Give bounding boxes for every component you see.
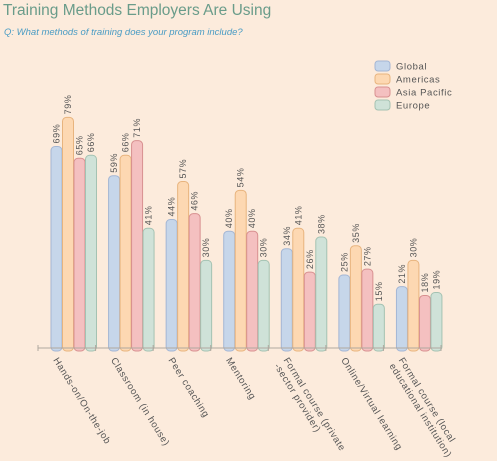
value-label-global-classroom-in-house: 59% xyxy=(109,153,119,173)
value-label-americas-formal-course-local-educational-institution: 30% xyxy=(408,238,418,258)
value-label-europe-formal-course-local-educational-institution: 19% xyxy=(431,270,441,290)
legend-swatch-americas xyxy=(374,73,391,85)
bar-global-mentoring xyxy=(223,230,236,352)
bar-asia-pacific-formal-course-local-educational-institution xyxy=(418,294,431,352)
category-label-mentoring: Mentoring xyxy=(223,356,258,402)
bar-asia-pacific-classroom-in-house xyxy=(131,140,144,352)
bar-global-peer-coaching xyxy=(165,219,178,352)
value-label-americas-peer-coaching: 57% xyxy=(178,159,188,179)
bar-asia-pacific-hands-on-on-the-job xyxy=(73,157,86,352)
legend: Global Americas Asia Pacific Europe xyxy=(374,60,452,112)
bar-americas-hands-on-on-the-job xyxy=(62,116,74,352)
bar-americas-formal-course-private-sector-provider xyxy=(292,227,305,352)
category-label-hands-on-on-the-job: Hands-on/On-the-job xyxy=(50,356,112,447)
value-label-global-formal-course-local-educational-institution: 21% xyxy=(397,264,407,284)
bar-asia-pacific-mentoring xyxy=(246,230,259,352)
bar-americas-mentoring xyxy=(234,189,247,352)
legend-label-asia-pacific: Asia Pacific xyxy=(396,88,452,99)
legend-swatch-global xyxy=(374,60,391,72)
bar-europe-formal-course-private-sector-provider xyxy=(315,236,328,352)
bars-group xyxy=(50,116,443,352)
value-label-europe-formal-course-private-sector-provider: 38% xyxy=(316,214,326,234)
bar-global-formal-course-private-sector-provider xyxy=(280,248,293,352)
value-label-americas-formal-course-private-sector-provider: 41% xyxy=(293,205,303,225)
category-label-line: Formal course (private xyxy=(281,356,348,454)
bar-americas-peer-coaching xyxy=(177,181,190,352)
legend-swatch-europe xyxy=(374,99,391,111)
bar-europe-hands-on-on-the-job xyxy=(85,154,97,352)
chart-subtitle: Q: What methods of training does your pr… xyxy=(4,27,243,38)
value-label-americas-online-virtual-learning: 35% xyxy=(351,223,361,243)
value-label-americas-mentoring: 54% xyxy=(236,167,246,187)
value-label-europe-classroom-in-house: 41% xyxy=(144,205,154,225)
value-label-global-mentoring: 40% xyxy=(224,208,234,228)
value-label-americas-classroom-in-house: 66% xyxy=(121,132,131,152)
value-label-global-hands-on-on-the-job: 69% xyxy=(52,124,62,144)
bar-global-hands-on-on-the-job xyxy=(50,146,63,352)
category-label-line: Formal course (local xyxy=(396,356,457,445)
value-label-asia-pacific-classroom-in-house: 71% xyxy=(132,118,142,138)
category-label-formal-course-private-sector-provider: Formal course (private-sector provider) xyxy=(271,356,347,459)
x-axis-ticks xyxy=(37,345,442,351)
category-label-peer-coaching: Peer coaching xyxy=(166,356,212,420)
value-label-europe-online-virtual-learning: 15% xyxy=(374,281,384,301)
value-labels-group: 69%79%65% 66%59%66%71%41% 44%57%46%30%40%5… xyxy=(52,94,442,301)
value-label-asia-pacific-mentoring: 40% xyxy=(247,208,257,228)
value-label-global-formal-course-private-sector-provider: 34% xyxy=(282,226,292,246)
value-label-asia-pacific-formal-course-local-educational-institution: 18% xyxy=(420,273,430,293)
legend-label-americas: Americas xyxy=(396,75,440,86)
bar-global-online-virtual-learning xyxy=(338,274,351,352)
bar-europe-mentoring xyxy=(257,259,270,352)
category-label-line: Mentoring xyxy=(223,356,258,402)
bar-global-classroom-in-house xyxy=(108,175,121,352)
value-label-asia-pacific-hands-on-on-the-job: 65% xyxy=(75,135,85,155)
value-label-europe-mentoring: 30% xyxy=(259,238,269,258)
bar-europe-peer-coaching xyxy=(200,259,213,352)
value-label-asia-pacific-formal-course-private-sector-provider: 26% xyxy=(305,249,315,269)
bar-asia-pacific-peer-coaching xyxy=(188,213,201,352)
bar-asia-pacific-online-virtual-learning xyxy=(361,268,374,352)
value-label-americas-hands-on-on-the-job: 79% xyxy=(63,94,73,114)
category-label-line: Hands-on/On-the-job xyxy=(50,356,112,447)
chart-title: Training Methods Employers Are Using xyxy=(3,2,272,19)
value-label-global-peer-coaching: 44% xyxy=(167,197,177,217)
legend-label-europe: Europe xyxy=(396,101,430,112)
bar-americas-classroom-in-house xyxy=(119,154,132,352)
category-label-classroom-in-house: Classroom (in house) xyxy=(108,356,172,449)
value-label-asia-pacific-peer-coaching: 46% xyxy=(190,191,200,211)
category-label-line: Classroom (in house) xyxy=(108,356,172,449)
legend-label-global: Global xyxy=(396,62,427,73)
bar-europe-formal-course-local-educational-institution xyxy=(430,292,443,352)
bar-americas-online-virtual-learning xyxy=(349,245,362,352)
legend-swatch-asia-pacific xyxy=(374,86,391,98)
bar-global-formal-course-local-educational-institution xyxy=(395,286,408,352)
bar-europe-classroom-in-house xyxy=(142,227,155,352)
bar-americas-formal-course-local-educational-institution xyxy=(407,259,420,352)
value-label-europe-hands-on-on-the-job: 66% xyxy=(86,132,96,152)
value-label-europe-peer-coaching: 30% xyxy=(201,238,211,258)
value-label-asia-pacific-online-virtual-learning: 27% xyxy=(362,246,372,266)
bar-asia-pacific-formal-course-private-sector-provider xyxy=(303,271,316,352)
bar-europe-online-virtual-learning xyxy=(372,303,385,352)
value-label-global-online-virtual-learning: 25% xyxy=(339,252,349,272)
category-label-line: Peer coaching xyxy=(166,356,212,420)
